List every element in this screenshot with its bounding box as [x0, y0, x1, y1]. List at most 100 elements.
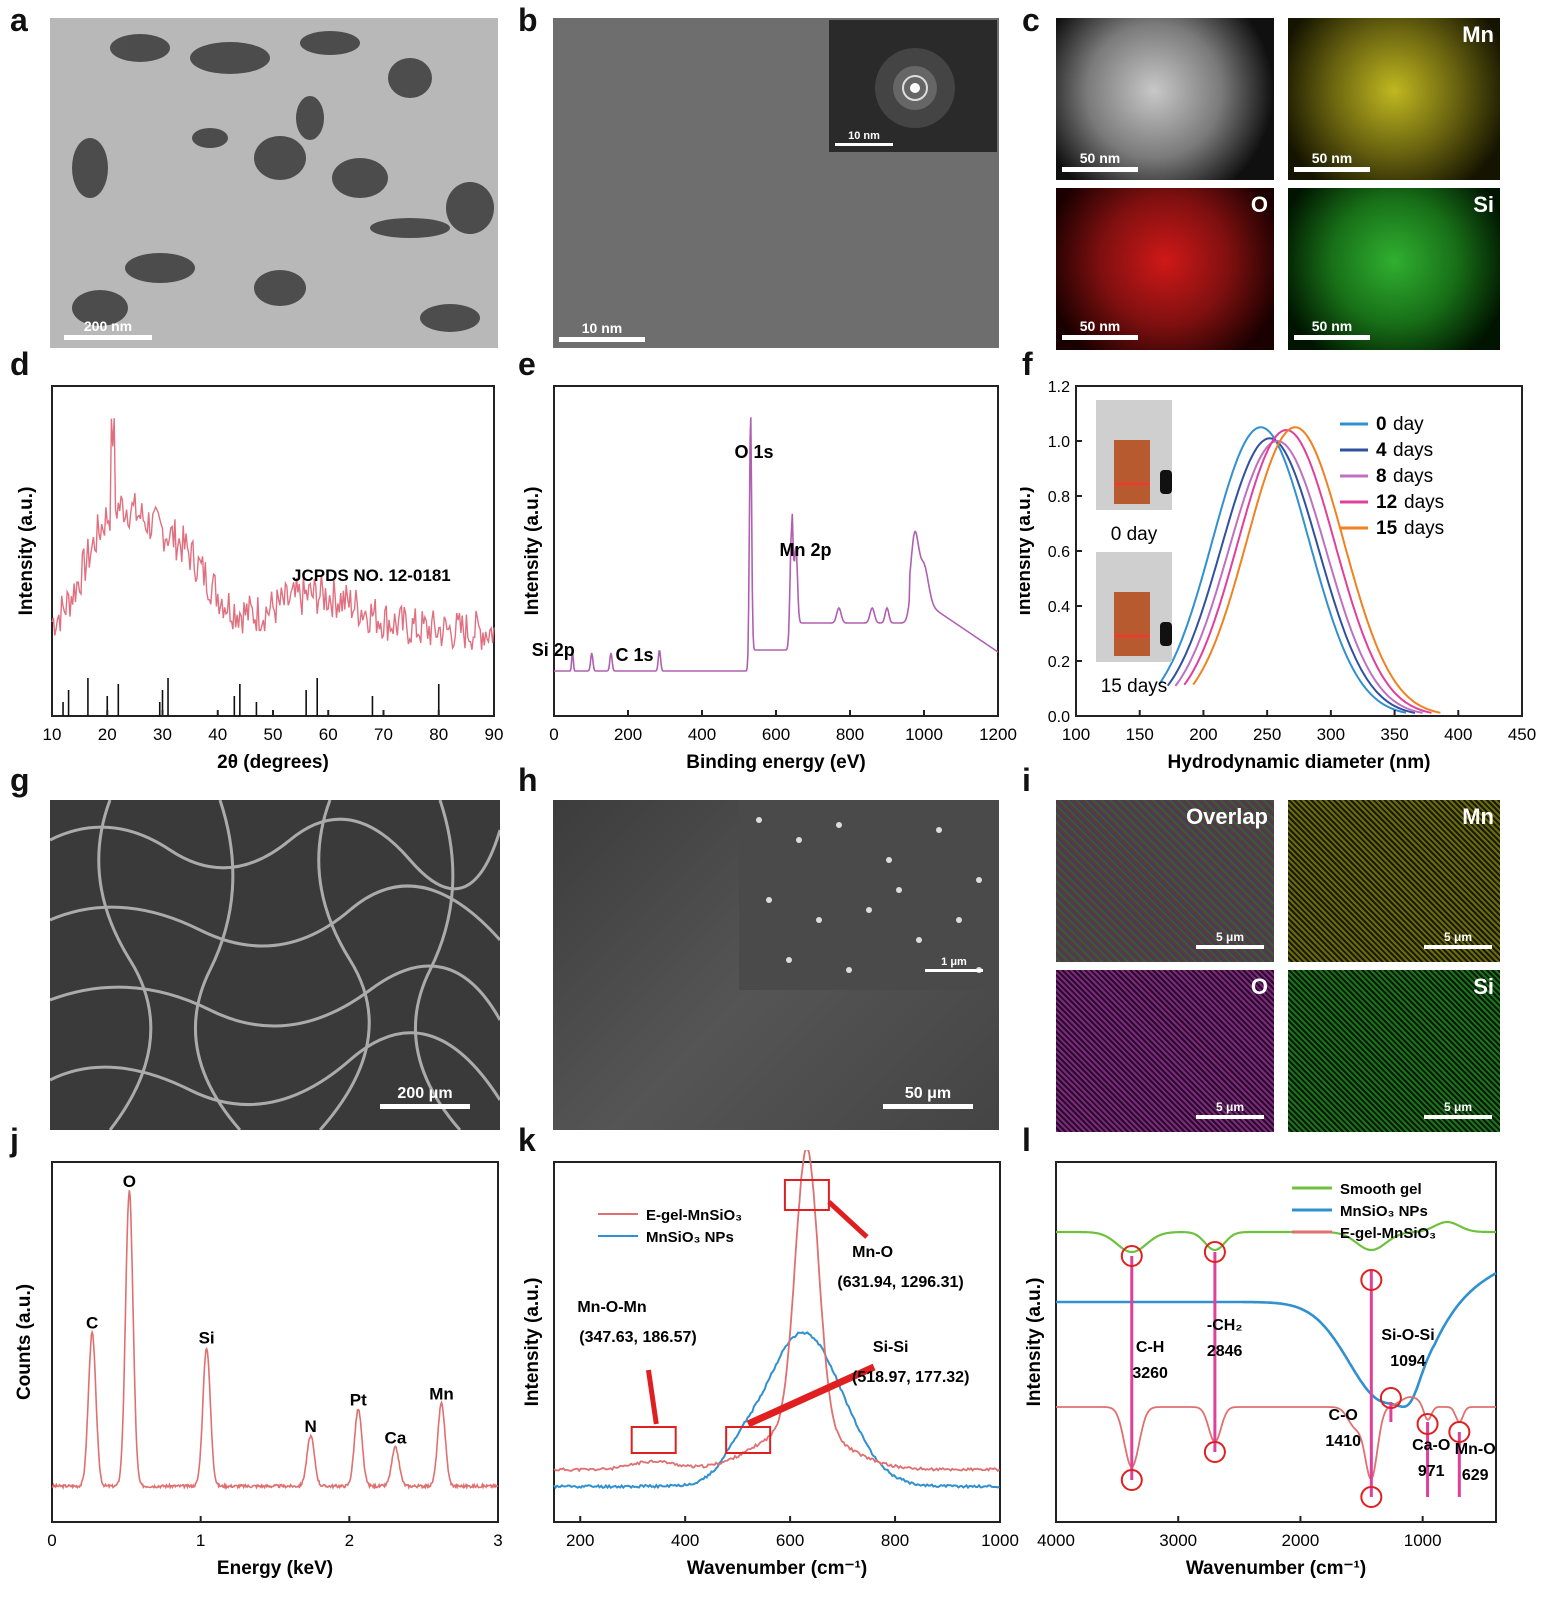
dls-curve-1: [1166, 437, 1416, 714]
dls-curve-2: [1174, 439, 1423, 714]
fft-inset: 10 nm: [829, 20, 997, 152]
peak-label: Ca: [385, 1429, 407, 1448]
scale-bar-i-1: 5 μm: [1424, 930, 1492, 949]
chart-k-raman: E-gel-MnSiO₃ MnSiO₃ NPs Mn-O (631.94, 1296.…: [522, 1150, 1019, 1579]
x-tick-label: 300: [1317, 725, 1345, 744]
band-label: Si-O-Si: [1381, 1327, 1434, 1344]
peak-label: O: [123, 1172, 136, 1191]
x-tick-label: 800: [836, 725, 864, 744]
band-circle: [1203, 1241, 1226, 1263]
legend-unit: days: [1393, 440, 1433, 461]
x-tick-label: 400: [671, 1531, 699, 1550]
x-tick-label: 70: [374, 725, 393, 744]
annotation-coord: (631.94, 1296.31): [837, 1274, 963, 1291]
y-tick-label: 1.2: [1048, 380, 1070, 396]
x-axis-label: Wavenumber (cm⁻¹): [1186, 1558, 1366, 1579]
annotation-title: Mn-O-Mn: [577, 1299, 646, 1316]
band-label: Mn-O: [1455, 1441, 1496, 1458]
plot-frame: [51, 385, 495, 717]
y-axis-label: Intensity (a.u.): [1020, 487, 1035, 616]
x-tick-label: 0: [549, 725, 558, 744]
legend-text: Smooth gel: [1340, 1181, 1422, 1198]
plot-frame: [51, 1161, 499, 1523]
x-tick-label: 20: [98, 725, 117, 744]
panel-label-c: c: [1022, 2, 1040, 38]
hrtem-image-b: 10 nm 10 nm: [553, 18, 999, 348]
annotation-coord: (518.97, 177.32): [852, 1369, 969, 1386]
legend-text: MnSiO₃ NPs: [646, 1229, 734, 1246]
scale-bar-h: 50 μm: [883, 1085, 973, 1109]
highlight-box: [630, 1426, 677, 1454]
scale-bar-i-0: 5 μm: [1196, 930, 1264, 949]
band-label: C-H: [1136, 1339, 1164, 1356]
peak-label: Si: [199, 1328, 215, 1347]
y-tick-label: 1.0: [1048, 434, 1070, 451]
eds-tile-c-2: O 50 nm: [1056, 188, 1274, 350]
x-tick-label: 30: [153, 725, 172, 744]
band-circle: [1203, 1441, 1226, 1463]
x-axis-label: Binding energy (eV): [686, 752, 865, 773]
panel-label-e: e: [518, 346, 536, 382]
x-tick-label: 600: [776, 1531, 804, 1550]
eds-tile-i-3: Si 5 μm: [1288, 970, 1500, 1132]
chart-e-xps: O 1s Mn 2p Si 2p C 1s 0 200 400 600 800 1000 1200 B…: [522, 385, 1017, 773]
x-axis-label: Hydrodynamic diameter (nm): [1168, 752, 1431, 773]
panel-label-b: b: [518, 2, 538, 38]
dls-curve-4: [1192, 426, 1441, 714]
scale-bar-c-1: 50 nm: [1294, 150, 1370, 172]
panel-label-l: l: [1022, 1122, 1031, 1158]
legend-unit: day: [1393, 414, 1424, 435]
x-tick-label: 40: [208, 725, 227, 744]
x-tick-label: 250: [1253, 725, 1281, 744]
eds-tile-i-1: Mn 5 μm: [1288, 800, 1500, 962]
band-circle: [1360, 1269, 1383, 1291]
plot-frame: [553, 1161, 1001, 1523]
band-value: 1410: [1325, 1433, 1361, 1450]
fft-rings: [875, 48, 955, 128]
x-tick-label: 3000: [1159, 1531, 1197, 1550]
y-tick-label: 0.2: [1048, 654, 1070, 671]
eds-tile-i-0: Overlap 5 μm: [1056, 800, 1274, 962]
x-tick-label: 90: [485, 725, 504, 744]
vial-liquid: [1114, 592, 1150, 656]
detector-shape: [1160, 470, 1172, 494]
scale-bar-c-2: 50 nm: [1062, 318, 1138, 340]
ftir-line-nps: [1056, 1271, 1497, 1409]
raman-line-gel: [553, 1150, 1001, 1473]
x-tick-label: 3: [493, 1531, 502, 1550]
detector-shape: [1160, 622, 1172, 646]
x-tick-label: 4000: [1037, 1531, 1075, 1550]
band-circle: [1360, 1486, 1383, 1508]
eds-spectrum-line: [51, 1190, 499, 1491]
element-label: O: [1250, 974, 1268, 999]
x-tick-label: 0: [47, 1531, 56, 1550]
band-label: -CH₂: [1207, 1317, 1243, 1334]
ftir-line-e-gel: [1056, 1396, 1496, 1481]
peak-label: C 1s: [615, 645, 653, 665]
x-tick-label: 1000: [1404, 1531, 1442, 1550]
x-tick-label: 400: [1444, 725, 1472, 744]
y-axis-label: Intensity (a.u.): [522, 1278, 543, 1407]
y-axis-label: Intensity (a.u.): [16, 487, 37, 616]
sem-image-g: 200 μm: [50, 800, 500, 1130]
peak-label: Pt: [350, 1390, 367, 1409]
x-tick-label: 200: [566, 1531, 594, 1550]
band-value: 1094: [1390, 1353, 1426, 1370]
element-label: Overlap: [1186, 804, 1268, 829]
legend-num: 0: [1376, 414, 1387, 435]
legend-num: 12: [1376, 492, 1397, 513]
chart-d-xrd: JCPDS NO. 12-0181 10 20 30 40 50 60 70 80 90 2θ (d…: [16, 385, 504, 773]
x-tick-label: 150: [1126, 725, 1154, 744]
y-tick-label: 0.0: [1048, 709, 1070, 726]
dls-curve-3: [1183, 428, 1432, 714]
annotation-title: Si-Si: [873, 1339, 909, 1356]
annotation-coord: (347.63, 186.57): [579, 1329, 696, 1346]
scale-bar-i-2: 5 μm: [1196, 1100, 1264, 1119]
jcpds-annotation: JCPDS NO. 12-0181: [292, 566, 451, 585]
band-value: 3260: [1132, 1365, 1168, 1382]
arrow-si-si: [746, 1363, 876, 1428]
band-circle: [1416, 1413, 1439, 1435]
eds-tile-c-0: 50 nm: [1056, 18, 1274, 180]
chart-f-dls: 0.0 0.2 0.4 0.6 0.8 1.0 1.2 0 day 4 days 8 days 12 day…: [1020, 380, 1536, 773]
y-tick-label: 0.6: [1048, 544, 1070, 561]
